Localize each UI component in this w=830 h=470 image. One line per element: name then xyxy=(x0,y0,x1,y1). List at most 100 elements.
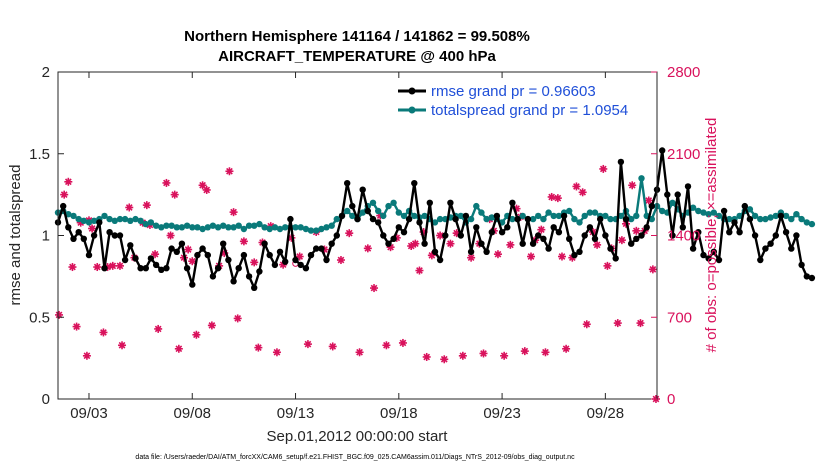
rmse-point xyxy=(535,232,542,239)
rmse-point xyxy=(297,261,304,269)
rmse-point xyxy=(328,240,335,247)
rmse-point xyxy=(137,265,144,272)
legend-marker-rmse xyxy=(408,87,416,95)
rmse-point xyxy=(674,191,681,198)
obs-assimilated-point xyxy=(493,250,502,259)
obs-assimilated-point xyxy=(82,351,91,360)
rmse-point xyxy=(431,248,439,255)
totalspread-point xyxy=(152,222,160,229)
totalspread-point xyxy=(302,225,310,233)
obs-assimilated-point xyxy=(202,185,211,194)
totalspread-point xyxy=(344,207,351,215)
totalspread-point xyxy=(220,222,227,229)
totalspread-point xyxy=(132,215,139,223)
obs-assimilated-point xyxy=(118,341,127,350)
rmse-point xyxy=(204,251,211,259)
totalspread-point xyxy=(245,222,253,229)
rmse-point xyxy=(266,251,273,259)
totalspread-point xyxy=(436,215,444,223)
rmse-point xyxy=(576,248,583,255)
rmse-point xyxy=(803,273,810,280)
rmse-point xyxy=(70,235,77,242)
totalspread-point xyxy=(705,211,712,218)
totalspread-point xyxy=(390,199,397,206)
totalspread-point xyxy=(540,215,547,223)
rmse-point xyxy=(684,183,692,190)
rmse-point xyxy=(483,248,490,255)
rmse-point xyxy=(132,255,139,262)
obs-assimilated-point xyxy=(446,239,455,248)
rmse-point xyxy=(96,219,103,226)
y-axis-left: 0 0.5 1 1.5 2 xyxy=(29,64,64,408)
rmse-point xyxy=(359,186,366,193)
y-left-tick-label: 2 xyxy=(42,64,50,81)
totalspread-point xyxy=(271,224,279,231)
totalspread-point xyxy=(767,214,774,221)
x-axis: 09/03 09/08 09/13 09/18 09/23 09/28 xyxy=(70,72,624,422)
rmse-point xyxy=(514,215,521,223)
rmse-point xyxy=(65,224,72,231)
obs-assimilated-point xyxy=(572,182,581,191)
obs-assimilated-point xyxy=(192,330,201,339)
rmse-point xyxy=(225,256,232,264)
rmse-point xyxy=(442,232,449,239)
obs-assimilated-point xyxy=(520,347,529,356)
totalspread-point xyxy=(628,215,635,223)
rmse-point xyxy=(710,248,717,255)
rmse-point xyxy=(416,219,423,226)
totalspread-point xyxy=(566,207,573,215)
rmse-point xyxy=(473,224,480,231)
rmse-point xyxy=(101,265,108,272)
rmse-point xyxy=(643,224,650,231)
rmse-point xyxy=(173,248,180,255)
totalspread-point xyxy=(147,219,155,226)
rmse-point xyxy=(457,232,464,239)
totalspread-point xyxy=(793,211,800,218)
totalspread-point xyxy=(266,225,273,233)
obs-assimilated-point xyxy=(479,349,488,358)
y-axis-right-label: # of obs: o=possible; ×=assimilated xyxy=(703,118,720,353)
rmse-point xyxy=(488,229,495,236)
obs-assimilated-point xyxy=(506,240,515,249)
rmse-point xyxy=(292,256,299,264)
obs-assimilated-point xyxy=(411,239,420,248)
rmse-point xyxy=(426,199,433,206)
rmse-point xyxy=(669,232,676,239)
totalspread-point xyxy=(70,212,77,220)
obs-assimilated-point xyxy=(603,261,612,270)
obs-assimilated-point xyxy=(422,352,431,361)
totalspread-point xyxy=(106,215,113,223)
rmse-point xyxy=(509,199,516,206)
rmse-point xyxy=(168,245,175,252)
totalspread-point xyxy=(762,215,769,223)
totalspread-point xyxy=(700,209,707,216)
rmse-point xyxy=(612,255,619,262)
totalspread-point xyxy=(715,212,723,220)
rmse-point xyxy=(271,261,279,269)
totalspread-point xyxy=(204,224,211,231)
rmse-point xyxy=(209,273,217,280)
totalspread-point xyxy=(225,224,232,231)
totalspread-point xyxy=(90,217,98,224)
rmse-point xyxy=(380,232,387,239)
legend-label-totalspread: totalspread grand pr = 1.0954 xyxy=(431,102,628,119)
obs-assimilated-point xyxy=(553,194,562,203)
obs-assimilated-point xyxy=(582,320,591,329)
totalspread-point xyxy=(803,219,810,226)
totalspread-point xyxy=(757,215,764,223)
obs-assimilated-point xyxy=(636,319,645,328)
totalspread-point xyxy=(555,212,563,220)
totalspread-point xyxy=(328,222,335,229)
rmse-point xyxy=(199,245,206,252)
rmse-point xyxy=(519,240,526,247)
rmse-point xyxy=(705,255,712,262)
obs-assimilated-point xyxy=(225,167,234,176)
obs-assimilated-point xyxy=(593,240,602,249)
obs-assimilated-point xyxy=(648,265,657,274)
obs-assimilated-point xyxy=(60,190,69,199)
rmse-point xyxy=(741,202,748,210)
rmse-point xyxy=(116,232,124,239)
x-tick-label: 09/18 xyxy=(380,405,418,422)
totalspread-point xyxy=(659,207,666,215)
